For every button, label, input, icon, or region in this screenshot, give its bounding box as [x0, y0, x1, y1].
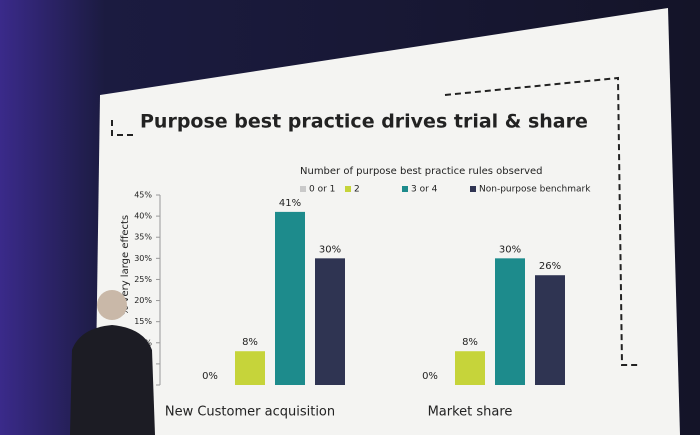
data-label: 30%: [319, 244, 341, 255]
slide: [95, 8, 680, 435]
bar: [455, 351, 485, 385]
speaker-silhouette: [70, 290, 155, 435]
bar: [495, 258, 525, 385]
chart-title: Purpose best practice drives trial & sha…: [140, 111, 588, 133]
legend-swatch: [470, 186, 476, 192]
y-tick-label: 20%: [134, 296, 152, 305]
y-tick-label: 15%: [134, 317, 152, 326]
y-tick-label: 45%: [134, 191, 152, 200]
y-tick-label: 25%: [134, 275, 152, 284]
bar: [275, 211, 305, 385]
y-axis-label: % very large effects: [120, 215, 131, 315]
bar: [235, 351, 265, 385]
y-tick-label: 40%: [134, 212, 152, 221]
legend-label: 3 or 4: [411, 185, 438, 195]
legend-swatch: [402, 186, 408, 192]
x-tick-label: New Customer acquisition: [165, 405, 335, 420]
y-tick-label: 35%: [134, 233, 152, 242]
y-tick-label: 30%: [134, 254, 152, 263]
bar: [315, 258, 345, 385]
bar: [535, 275, 565, 385]
data-label: 30%: [499, 244, 521, 255]
legend-label: Non-purpose benchmark: [479, 185, 591, 195]
data-label: 0%: [202, 371, 218, 382]
data-label: 41%: [279, 198, 301, 209]
data-label: 8%: [462, 337, 478, 348]
data-label: 26%: [539, 261, 561, 272]
legend-swatch: [345, 186, 351, 192]
legend-label: 2: [354, 185, 360, 195]
data-label: 8%: [242, 337, 258, 348]
frame-dash: [111, 120, 135, 136]
data-label: 0%: [422, 371, 438, 382]
legend-label: 0 or 1: [309, 185, 335, 195]
x-tick-label: Market share: [428, 405, 513, 420]
legend-title: Number of purpose best practice rules ob…: [300, 166, 543, 177]
legend-swatch: [300, 186, 306, 192]
